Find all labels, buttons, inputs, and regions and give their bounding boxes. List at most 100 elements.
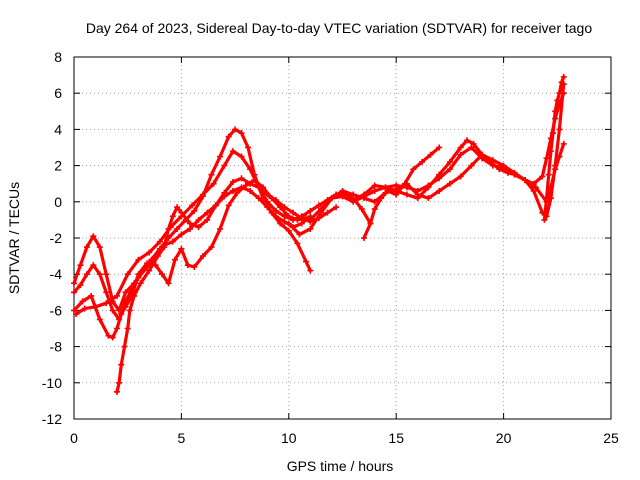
- data-point: [358, 206, 365, 213]
- y-tick-label: -8: [50, 339, 63, 355]
- data-point: [468, 162, 475, 169]
- data-point: [264, 191, 271, 198]
- data-point: [532, 184, 539, 191]
- data-point: [122, 303, 129, 310]
- data-point: [77, 262, 84, 269]
- data-point: [298, 220, 305, 227]
- data-point: [255, 195, 262, 202]
- data-point: [360, 195, 367, 202]
- data-point: [367, 220, 374, 227]
- data-point: [77, 282, 84, 289]
- data-point: [92, 303, 99, 310]
- data-point: [425, 184, 432, 191]
- data-point: [116, 379, 123, 386]
- data-point: [457, 173, 464, 180]
- series-track-4: [113, 175, 340, 395]
- data-point: [298, 213, 305, 220]
- y-tick-label: 0: [54, 194, 62, 210]
- data-point: [294, 240, 301, 247]
- data-point: [550, 130, 557, 137]
- data-point: [414, 191, 421, 198]
- data-point: [436, 144, 443, 151]
- data-point: [496, 166, 503, 173]
- data-point: [403, 191, 410, 198]
- data-point: [470, 140, 477, 147]
- data-point: [560, 73, 567, 80]
- tick-labels: 0 5 10 15 20 25 -12 -10 -8 -6 -4 -2 0 2 4 6 8: [42, 49, 619, 446]
- data-point: [178, 231, 185, 238]
- data-point: [315, 202, 322, 209]
- x-tick-label: 25: [603, 430, 619, 446]
- data-point: [88, 292, 95, 299]
- data-point: [81, 305, 88, 312]
- y-tick-label: -4: [50, 266, 63, 282]
- data-point: [225, 202, 232, 209]
- data-point: [350, 196, 357, 203]
- y-tick-label: 2: [54, 158, 62, 174]
- data-point: [410, 166, 417, 173]
- data-point: [118, 311, 125, 318]
- data-point: [457, 144, 464, 151]
- data-point: [79, 298, 86, 305]
- data-point: [307, 225, 314, 232]
- axes: [73, 56, 612, 420]
- series-line: [72, 127, 312, 312]
- series-line: [542, 75, 566, 222]
- y-tick-label: 8: [54, 49, 62, 65]
- y-tick-label: 6: [54, 85, 62, 101]
- data-point: [174, 225, 181, 232]
- data-point: [90, 233, 97, 240]
- data-point: [560, 140, 567, 147]
- y-axis-label: SDTVAR / TECUs: [6, 182, 22, 294]
- data-point: [285, 227, 292, 234]
- data-point: [146, 267, 153, 274]
- data-point: [552, 166, 559, 173]
- grid: [74, 57, 611, 419]
- data-point: [71, 280, 77, 287]
- data-point: [113, 388, 120, 395]
- data-point: [217, 153, 224, 160]
- data-point: [436, 187, 443, 194]
- data-point: [121, 343, 128, 350]
- data-point: [225, 133, 232, 140]
- data-point: [285, 220, 292, 227]
- data-point: [186, 220, 193, 227]
- data-point: [113, 325, 120, 332]
- data-point: [124, 325, 131, 332]
- data-point: [103, 300, 110, 307]
- data-point: [307, 207, 314, 214]
- data-point: [543, 155, 550, 162]
- data-point: [221, 189, 228, 196]
- data-point: [401, 180, 408, 187]
- data-point: [393, 186, 400, 193]
- data-point: [212, 202, 219, 209]
- data-point: [554, 97, 561, 104]
- data-point: [189, 202, 196, 209]
- x-tick-label: 15: [388, 430, 404, 446]
- data-point: [324, 209, 331, 216]
- data-point: [165, 280, 172, 287]
- data-point: [543, 195, 550, 202]
- data-point: [171, 256, 178, 263]
- data-point: [204, 209, 211, 216]
- data-point: [500, 162, 507, 169]
- data-point: [378, 195, 385, 202]
- data-point: [96, 316, 103, 323]
- data-point: [103, 271, 110, 278]
- data-point: [371, 198, 378, 205]
- data-point: [418, 158, 425, 165]
- data-point: [144, 260, 151, 267]
- data-point: [154, 253, 161, 260]
- data-point: [122, 289, 129, 296]
- data-point: [221, 162, 228, 169]
- data-point: [277, 220, 284, 227]
- data-point: [174, 204, 181, 211]
- data-point: [360, 235, 367, 241]
- data-point: [238, 130, 245, 137]
- data-point: [137, 280, 144, 287]
- data-point: [83, 244, 90, 251]
- data-point: [489, 157, 496, 164]
- data-point: [118, 361, 125, 368]
- data-point: [272, 213, 279, 220]
- data-point: [307, 267, 314, 274]
